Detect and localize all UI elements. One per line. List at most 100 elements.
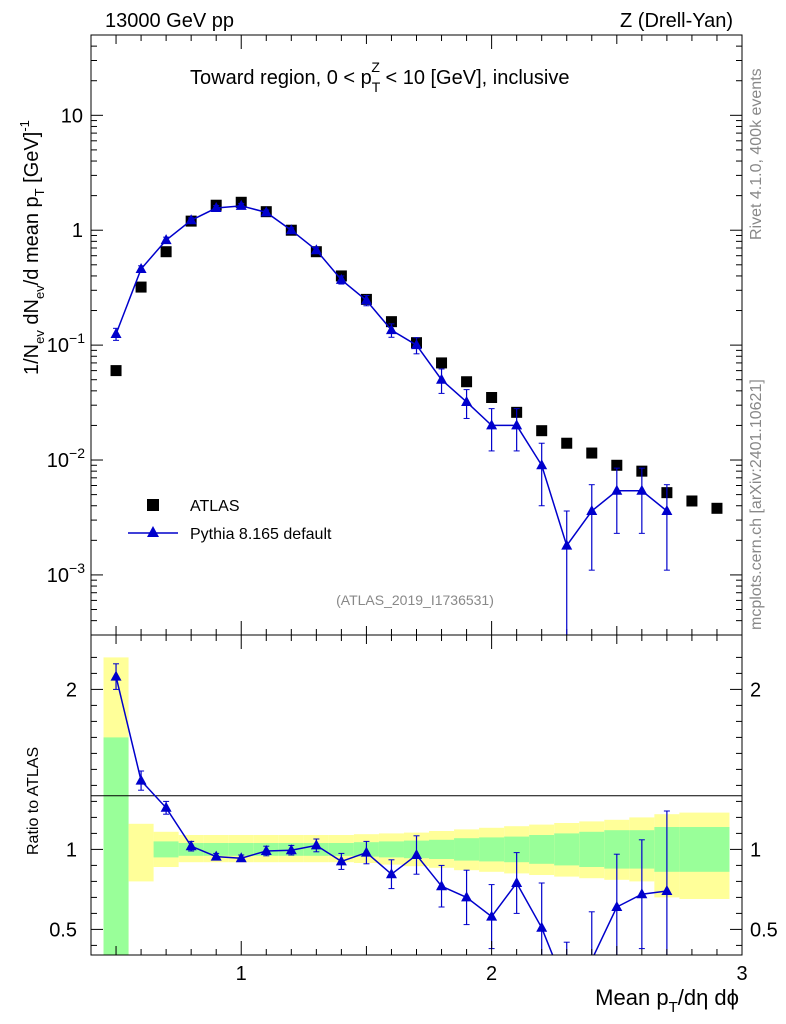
main-y-tick-label: 10 [61,105,83,127]
ylabel-part1: 1/N [21,344,43,375]
pythia-point [586,505,598,516]
ratio-band-inner [228,843,254,856]
pythia-point [486,419,498,430]
ratio-point [511,877,523,887]
pythia-point [135,262,147,273]
ratio-band-inner [153,841,179,858]
x-tick-label: 2 [486,963,497,985]
ratio-band-inner [479,837,505,862]
ratio-point [260,845,272,855]
main-y-tick-label: 1 [72,220,83,242]
atlas-point [160,246,172,258]
atlas-point [586,447,598,459]
ratio-point [135,774,147,785]
pythia-point [335,273,347,284]
mcplots-label: mcplots.cern.ch [arXiv:2401.10621] [748,379,765,630]
ratio-band-inner [378,841,404,858]
ratio-y-tick-label-right: 0.5 [750,919,778,941]
x-tick-labels: 1 2 3 [236,963,748,985]
ratio-band-inner [529,835,555,864]
atlas-point [461,376,473,388]
pythia-point [310,244,322,255]
ratio-band-inner [579,831,605,867]
pythia-point [260,206,272,217]
atlas-point [711,502,723,514]
pythia-point [511,419,523,430]
legend-atlas-marker [147,499,159,511]
main-series [110,196,723,635]
ratio-point [235,852,247,863]
ratio-point [461,891,473,902]
ylabel-sub2: ev [32,285,47,299]
atlas-point [611,459,623,471]
ylabel-part3: /d mean p [21,196,43,285]
pythia-point [385,324,397,335]
ratio-point [335,855,347,866]
ratio-point [185,840,197,851]
ratio-band-inner [454,838,480,861]
ratio-point [661,885,673,895]
main-y-tick-label: 10−3 [47,560,85,587]
ratio-point [611,901,623,911]
ylabel-sub3: T [32,188,47,196]
ratio-point [110,670,122,681]
ratio-point [561,984,572,994]
ratio-point [436,880,448,891]
x-tick-label: 1 [236,963,247,985]
header-left: 13000 GeV pp [105,10,234,32]
pythia-point [536,459,548,470]
pythia-point [185,214,197,225]
ratio-point [160,801,172,812]
ylabel-sub1: ev [32,330,47,344]
atlas-point [385,316,397,328]
legend-atlas-label: ATLAS [190,498,240,515]
pythia-point [411,339,422,350]
ratio-point [536,921,548,932]
ratio-point [310,839,322,850]
atlas-point [110,365,122,377]
ratio-y-axis-label: Ratio to ATLAS [25,747,42,855]
ratio-band-inner [328,843,354,856]
pythia-point [160,234,172,245]
pythia-point [636,484,648,495]
main-y-tick-label: 10−1 [47,330,85,357]
pythia-point [661,505,673,516]
ratio-y-tick-label-right: 2 [750,679,761,701]
ratio-y-tick-label-right: 1 [750,839,761,861]
plot-title-part2: < 10 [GeV], inclusive [380,67,570,89]
ratio-band-inner [429,839,455,859]
ylabel-unit: [GeV] [21,132,43,189]
pythia-line [115,205,668,548]
plot-title-sub: T [372,79,381,95]
ratio-y-tick-label: 0.5 [49,919,77,941]
plot-title-part1: Toward region, 0 < p [190,67,372,89]
pythia-point [561,539,573,550]
ratio-band-inner [203,843,229,856]
atlas-point [486,392,498,404]
ratio-band-inner [103,737,129,955]
pythia-point [611,484,623,495]
ratio-point [636,888,648,899]
ratio-bands [103,657,730,955]
pythia-point [110,327,122,338]
ratio-point [385,868,397,879]
xlabel-part1: Mean p [595,985,668,1010]
pythia-point [285,224,297,235]
rivet-label: Rivet 4.1.0, 400k events [748,68,765,240]
ylabel-part2: dN [21,299,43,330]
pythia-point [461,395,473,406]
atlas-point [536,425,548,437]
ratio-point [411,849,422,859]
ratio-point [486,910,498,921]
ratio-series [110,663,673,994]
plot-title-sup: Z [371,59,380,75]
main-y-axis-label: 1/Nev dNev/d mean pT [GeV]-1 [17,120,47,375]
ratio-axis-ticks: 0.5 0.5 1 1 2 2 [49,635,778,955]
legend-pythia-marker [147,526,159,537]
ratio-point [210,850,222,861]
xlabel-part2: /dη dϕ [678,985,739,1010]
ratio-frame [90,634,743,956]
ratio-y-tick-label: 1 [66,839,77,861]
x-axis-label: Mean pT/dη dϕ [595,985,739,1016]
